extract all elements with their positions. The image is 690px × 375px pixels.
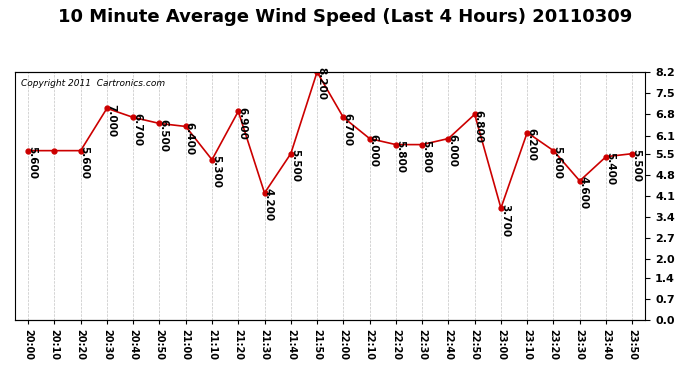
Text: 8.200: 8.200 [316, 68, 326, 100]
Text: 5.300: 5.300 [211, 155, 221, 188]
Text: 5.600: 5.600 [79, 146, 90, 179]
Text: 6.800: 6.800 [473, 110, 484, 143]
Text: 7.000: 7.000 [106, 104, 116, 137]
Text: 5.500: 5.500 [290, 149, 299, 182]
Text: 4.200: 4.200 [264, 189, 273, 222]
Text: 5.800: 5.800 [395, 140, 405, 173]
Text: 6.000: 6.000 [447, 134, 457, 167]
Text: 6.500: 6.500 [159, 119, 168, 152]
Text: Copyright 2011  Cartronics.com: Copyright 2011 Cartronics.com [21, 80, 166, 88]
Text: 3.700: 3.700 [500, 204, 510, 237]
Text: 4.600: 4.600 [579, 176, 589, 210]
Text: 6.400: 6.400 [185, 122, 195, 155]
Text: 6.700: 6.700 [132, 113, 142, 146]
Text: 5.500: 5.500 [631, 149, 641, 182]
Text: 5.400: 5.400 [605, 152, 615, 185]
Text: 5.800: 5.800 [421, 140, 431, 173]
Text: 6.000: 6.000 [368, 134, 379, 167]
Text: 6.200: 6.200 [526, 128, 536, 161]
Text: 5.600: 5.600 [553, 146, 562, 179]
Text: 6.700: 6.700 [342, 113, 353, 146]
Text: 5.600: 5.600 [27, 146, 37, 179]
Text: 10 Minute Average Wind Speed (Last 4 Hours) 20110309: 10 Minute Average Wind Speed (Last 4 Hou… [58, 8, 632, 26]
Text: 6.900: 6.900 [237, 107, 247, 140]
